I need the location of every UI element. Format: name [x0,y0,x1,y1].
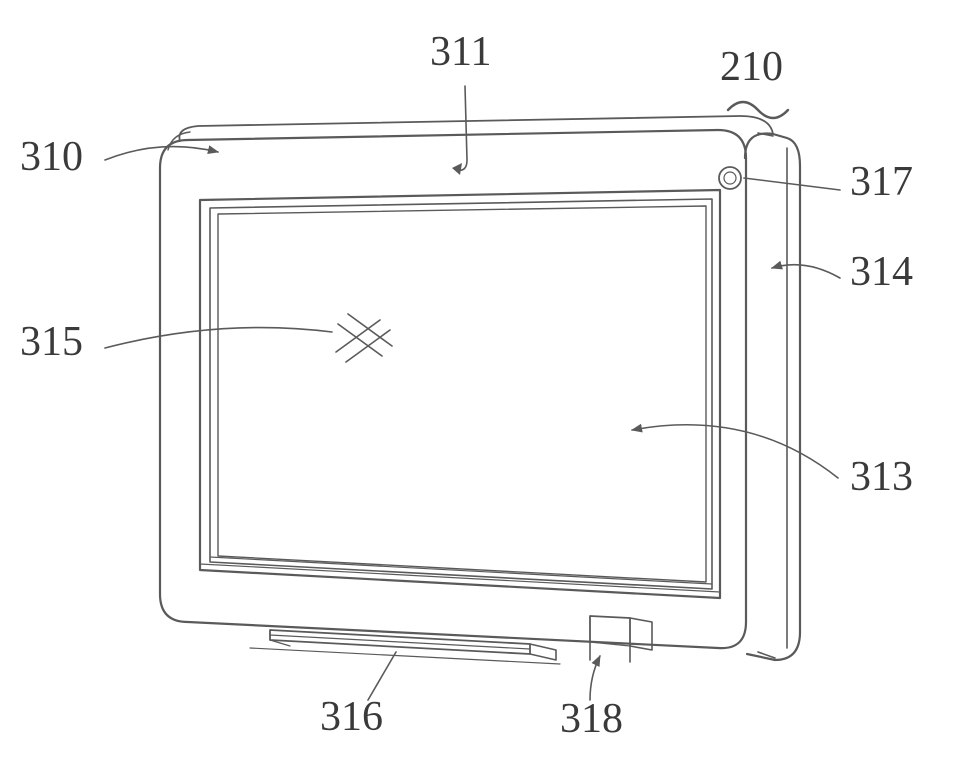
camera-hole [719,167,741,189]
glass-hatch-mark [336,314,392,362]
label-210: 210 [720,44,783,90]
label-315: 315 [20,319,83,365]
label-318: 318 [560,696,623,742]
leader-317 [744,178,840,190]
label-317: 317 [850,159,913,205]
leader-313 [632,425,838,478]
device-frame [160,110,800,664]
label-313: 313 [850,454,913,500]
label-311: 311 [430,29,491,75]
bottom-notch [590,616,652,662]
label-316: 316 [320,694,383,740]
technical-diagram: 210 310 311 313 314 315 316 317 318 [0,0,958,766]
screen-opening-bevel [210,199,712,589]
leader-lines [105,86,840,700]
screen-glass [218,206,706,582]
leader-318 [590,656,600,700]
label-314: 314 [850,249,913,295]
leader-316 [368,652,396,700]
bottom-tray [250,630,560,664]
label-310: 310 [20,134,83,180]
top-face [179,116,773,141]
leader-314 [772,265,840,278]
screen-opening-outer [200,190,720,598]
leader-311 [457,86,467,170]
